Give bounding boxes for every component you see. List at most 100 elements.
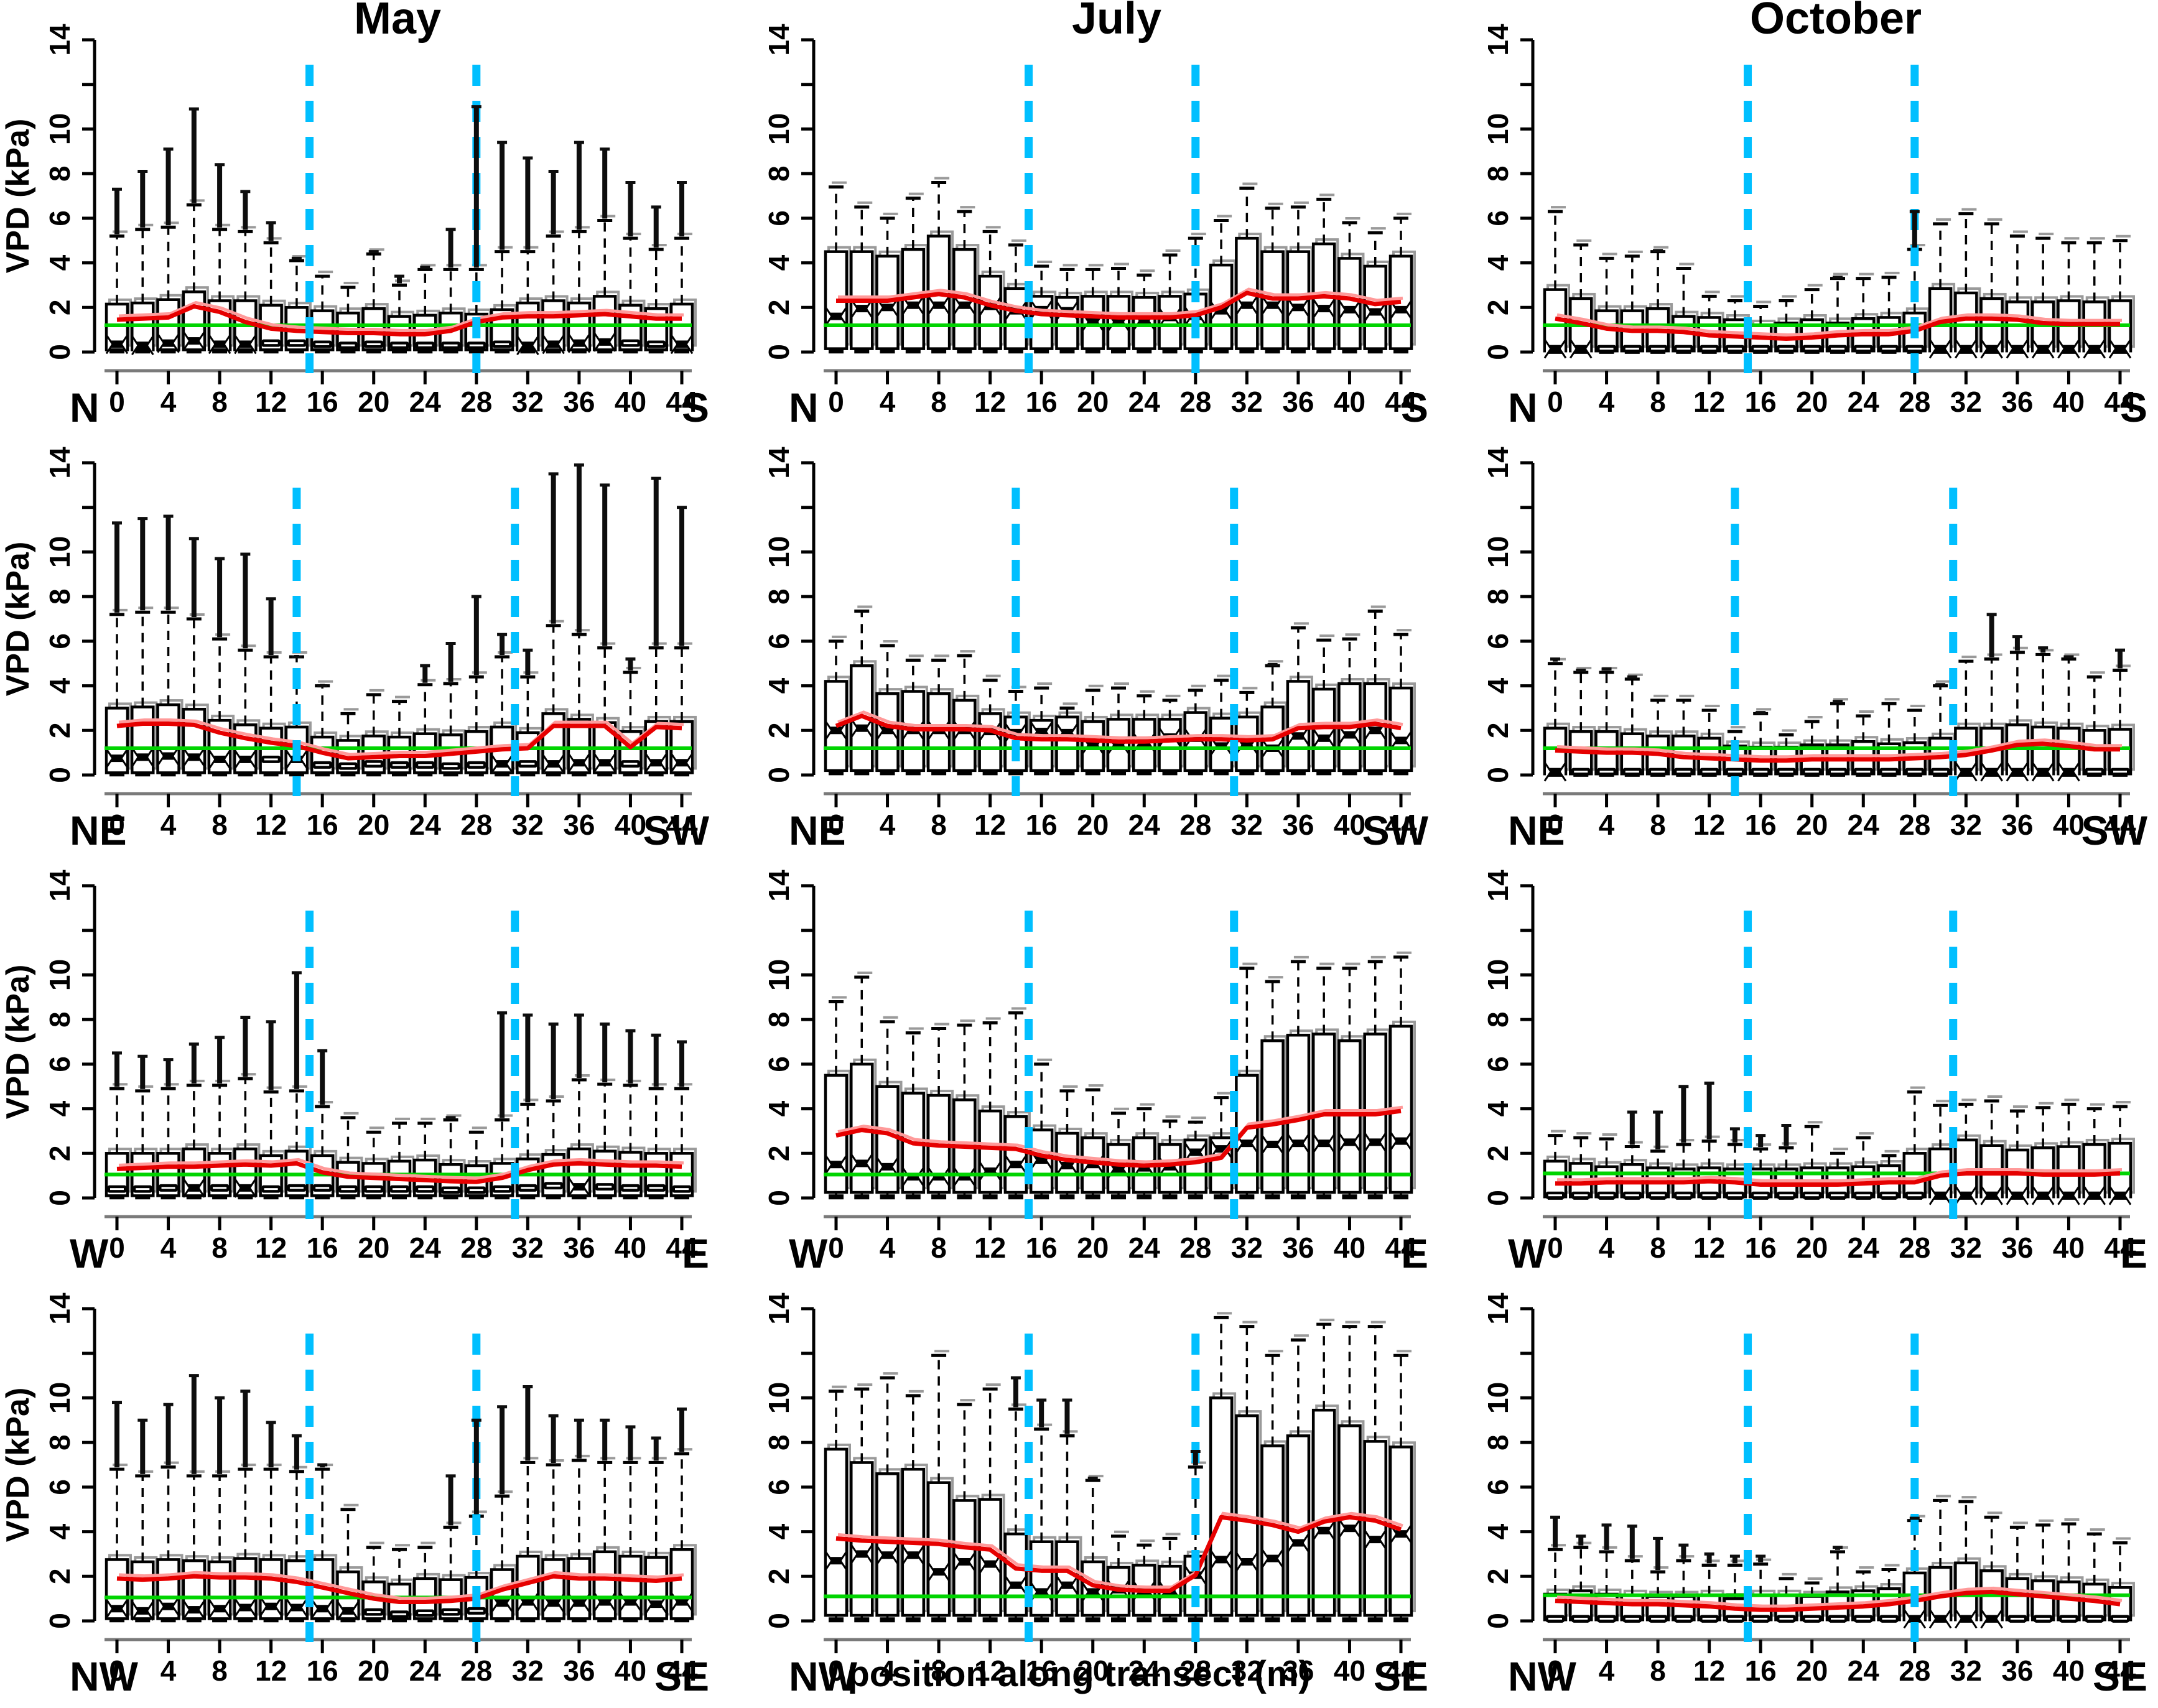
svg-text:8: 8 [44, 1011, 76, 1028]
svg-text:8: 8 [1482, 1011, 1514, 1028]
svg-text:14: 14 [763, 1293, 795, 1325]
svg-text:0: 0 [763, 1190, 795, 1206]
svg-text:20: 20 [1077, 386, 1109, 418]
panel-title: October [1750, 0, 1922, 44]
svg-text:12: 12 [255, 809, 287, 841]
svg-text:4: 4 [160, 386, 177, 418]
svg-text:0: 0 [44, 1613, 76, 1629]
outlier-stacks [1627, 1083, 1792, 1149]
svg-text:8: 8 [1482, 588, 1514, 605]
svg-text:0: 0 [44, 344, 76, 360]
svg-text:4: 4 [44, 1523, 76, 1539]
svg-text:10: 10 [1482, 113, 1514, 145]
svg-text:8: 8 [931, 809, 947, 841]
svg-text:10: 10 [763, 113, 795, 145]
svg-text:2: 2 [1482, 1568, 1514, 1584]
svg-text:10: 10 [44, 536, 76, 568]
compass-right: E [682, 1230, 709, 1269]
outlier-stacks [112, 1376, 687, 1526]
svg-text:32: 32 [1950, 809, 1982, 841]
svg-text:2: 2 [1482, 722, 1514, 738]
svg-text:40: 40 [615, 809, 646, 841]
svg-text:0: 0 [44, 1190, 76, 1206]
compass-left: N [789, 384, 819, 423]
panel-title: July [1072, 0, 1161, 44]
svg-text:24: 24 [1848, 386, 1880, 418]
svg-text:20: 20 [1796, 386, 1828, 418]
compass-left: NE [789, 807, 846, 846]
svg-text:0: 0 [1482, 767, 1514, 783]
svg-text:36: 36 [563, 809, 595, 841]
svg-text:2: 2 [1482, 299, 1514, 315]
svg-text:6: 6 [763, 1056, 795, 1072]
svg-text:10: 10 [44, 959, 76, 991]
svg-text:2: 2 [763, 1145, 795, 1161]
svg-text:8: 8 [931, 1232, 947, 1264]
compass-left: W [1508, 1230, 1547, 1269]
svg-text:4: 4 [763, 254, 795, 271]
svg-text:40: 40 [1334, 1232, 1365, 1264]
svg-text:24: 24 [409, 386, 442, 418]
svg-text:14: 14 [1482, 447, 1514, 479]
compass-right: S [1401, 384, 1428, 423]
svg-text:14: 14 [44, 447, 76, 479]
compass-right: S [682, 384, 709, 423]
svg-text:24: 24 [1128, 1232, 1161, 1264]
svg-text:8: 8 [931, 386, 947, 418]
svg-text:10: 10 [1482, 1382, 1514, 1414]
svg-text:6: 6 [1482, 1479, 1514, 1495]
svg-text:2: 2 [44, 722, 76, 738]
boxplot-group [826, 1313, 1415, 1620]
x-axis-title: position along transect (m) [0, 1653, 2158, 1695]
svg-text:24: 24 [409, 809, 442, 841]
compass-left: N [70, 384, 100, 423]
svg-text:28: 28 [1899, 809, 1930, 841]
compass-right: SW [1362, 807, 1429, 846]
svg-text:6: 6 [763, 633, 795, 649]
svg-text:6: 6 [44, 210, 76, 226]
svg-text:2: 2 [763, 1568, 795, 1584]
svg-text:10: 10 [1482, 959, 1514, 991]
svg-text:16: 16 [307, 1232, 338, 1264]
compass-left: W [789, 1230, 828, 1269]
svg-text:8: 8 [1650, 386, 1666, 418]
svg-text:4: 4 [44, 254, 76, 271]
y-axis-title: VPD (kPa) [0, 119, 36, 274]
outlier-stacks [112, 973, 687, 1118]
svg-text:36: 36 [2001, 386, 2033, 418]
svg-text:12: 12 [974, 386, 1006, 418]
svg-text:24: 24 [1848, 809, 1880, 841]
svg-text:32: 32 [512, 386, 544, 418]
svg-text:20: 20 [1796, 1232, 1828, 1264]
svg-text:16: 16 [1026, 1232, 1058, 1264]
svg-text:14: 14 [44, 1293, 76, 1325]
svg-text:16: 16 [1745, 809, 1777, 841]
outlier-stacks [1653, 211, 1920, 277]
svg-text:6: 6 [44, 1479, 76, 1495]
y-axis-title: VPD (kPa) [0, 965, 36, 1120]
svg-text:16: 16 [307, 809, 338, 841]
outlier-stacks [1550, 1517, 1920, 1570]
svg-text:0: 0 [828, 386, 844, 418]
svg-text:40: 40 [2053, 386, 2085, 418]
svg-text:12: 12 [974, 1232, 1006, 1264]
compass-right: E [2120, 1230, 2147, 1269]
